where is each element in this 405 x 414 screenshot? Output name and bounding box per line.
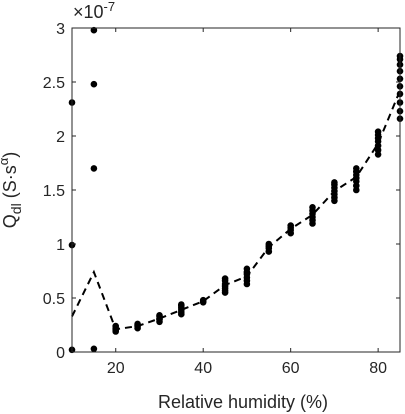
data-point	[243, 265, 251, 273]
y-tick-label: 2.5	[43, 75, 65, 92]
x-tick-label: 60	[282, 360, 300, 377]
ticks-layer: 20 40 60 80 0 0.5 1 1.5 2 2.5 3	[43, 21, 400, 377]
data-point	[90, 165, 98, 172]
data-point	[90, 345, 98, 353]
data-point	[287, 222, 295, 229]
y-label-main: Q	[0, 214, 20, 228]
data-point	[90, 80, 98, 88]
y-exponent-base: ×10	[73, 2, 104, 22]
data-point	[265, 240, 273, 248]
data-point	[178, 301, 185, 308]
data-point	[156, 312, 163, 319]
x-axis-label: Relative humidity (%)	[158, 392, 328, 412]
y-tick-label: 3	[56, 21, 65, 38]
y-exponent-label: ×10-7	[73, 0, 115, 22]
mean-dashed-line	[71, 90, 401, 331]
x-tick-label: 80	[369, 360, 387, 377]
data-point	[134, 320, 141, 328]
data-point	[331, 179, 338, 186]
y-exponent-power: -7	[104, 0, 116, 14]
data-point	[353, 165, 360, 172]
y-tick-label: 0	[56, 345, 65, 362]
data-point	[199, 296, 207, 304]
data-point	[309, 204, 316, 211]
y-label-sub: dl	[8, 203, 24, 214]
data-layer	[68, 26, 404, 354]
y-tick-label: 2	[56, 129, 65, 146]
data-point	[374, 128, 382, 135]
y-tick-label: 0.5	[43, 291, 65, 308]
y-axis-label: Qdl (S·sα)	[0, 152, 24, 228]
y-label-sup: α	[0, 157, 11, 165]
x-tick-label: 20	[107, 360, 125, 377]
y-tick-label: 1.5	[43, 183, 65, 200]
data-point	[112, 322, 119, 330]
y-label-close: )	[0, 152, 20, 158]
x-tick-label: 40	[194, 360, 212, 377]
y-tick-label: 1	[56, 237, 65, 254]
data-point	[90, 26, 98, 34]
y-label-unit: (S·s	[0, 165, 20, 203]
data-point	[221, 275, 229, 282]
